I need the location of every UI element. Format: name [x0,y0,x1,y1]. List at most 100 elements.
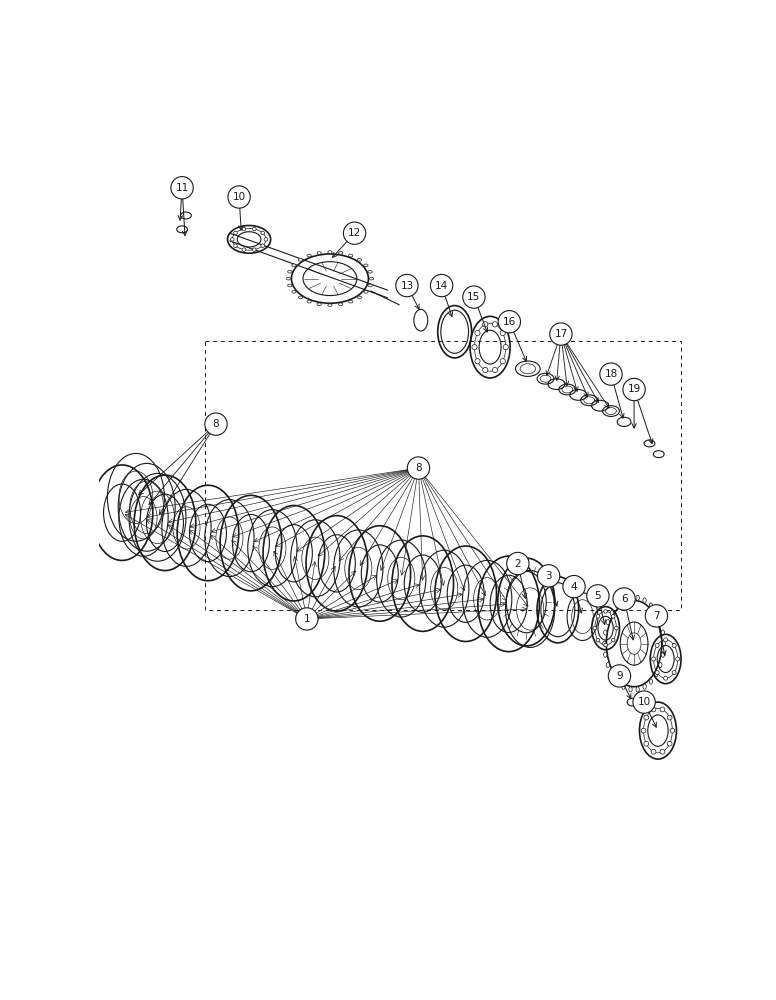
Circle shape [604,610,608,613]
Ellipse shape [661,630,664,635]
Text: 3: 3 [546,571,552,581]
Circle shape [651,749,656,754]
Ellipse shape [348,300,353,303]
Text: 8: 8 [213,419,220,429]
Text: 4: 4 [570,582,577,592]
Ellipse shape [615,679,619,684]
Ellipse shape [659,662,662,668]
Circle shape [500,330,505,336]
Ellipse shape [655,610,658,616]
Circle shape [633,691,655,713]
Circle shape [613,588,636,610]
Text: 11: 11 [175,183,189,193]
Circle shape [492,367,497,373]
Circle shape [507,552,529,575]
Circle shape [230,238,234,241]
Ellipse shape [606,620,609,625]
Ellipse shape [357,258,362,261]
Ellipse shape [317,252,321,254]
Text: 2: 2 [514,559,521,569]
Ellipse shape [622,684,625,689]
Ellipse shape [338,303,343,306]
Circle shape [503,345,508,350]
Circle shape [344,222,365,244]
Text: 19: 19 [628,384,641,394]
Circle shape [655,671,659,675]
Circle shape [483,322,488,327]
Ellipse shape [610,672,614,677]
Ellipse shape [357,296,362,299]
Circle shape [611,615,615,618]
Circle shape [646,605,667,627]
Ellipse shape [622,598,625,603]
Circle shape [644,741,649,746]
Circle shape [205,413,227,435]
Ellipse shape [629,687,632,692]
Circle shape [261,244,265,248]
Circle shape [264,238,268,241]
Circle shape [660,749,665,754]
Ellipse shape [661,652,664,657]
Text: 9: 9 [616,671,623,681]
Circle shape [611,638,615,642]
Circle shape [667,741,672,746]
Ellipse shape [603,641,606,646]
Ellipse shape [636,687,639,692]
Ellipse shape [307,254,311,257]
Circle shape [234,231,237,235]
Circle shape [670,728,675,733]
Circle shape [234,244,237,248]
Ellipse shape [643,598,646,603]
Circle shape [604,643,608,647]
Ellipse shape [662,641,665,646]
Circle shape [549,323,572,345]
Ellipse shape [659,620,662,625]
Circle shape [475,330,480,336]
Circle shape [261,231,265,235]
Circle shape [171,177,193,199]
Circle shape [563,575,585,598]
Circle shape [396,274,418,297]
Ellipse shape [650,603,653,608]
Text: 13: 13 [400,281,414,291]
Text: 14: 14 [435,281,449,291]
Circle shape [538,565,559,587]
Ellipse shape [604,630,607,635]
Ellipse shape [327,304,332,307]
Text: 8: 8 [415,463,422,473]
Circle shape [587,585,609,607]
Ellipse shape [307,300,311,303]
Circle shape [252,248,256,251]
Text: 10: 10 [233,192,246,202]
Text: 10: 10 [638,697,650,707]
Circle shape [608,665,631,687]
Ellipse shape [288,270,292,273]
Circle shape [407,457,430,479]
Ellipse shape [299,258,303,261]
Circle shape [252,227,256,231]
Circle shape [596,615,600,618]
Ellipse shape [292,264,296,267]
Text: 5: 5 [594,591,601,601]
Ellipse shape [338,252,343,254]
Text: 1: 1 [303,614,310,624]
Circle shape [296,608,318,630]
Circle shape [498,311,521,333]
Ellipse shape [643,684,646,689]
Ellipse shape [317,303,321,306]
Circle shape [472,345,477,350]
Ellipse shape [610,610,614,616]
Circle shape [623,378,646,401]
Ellipse shape [650,679,653,684]
Ellipse shape [629,595,632,600]
Circle shape [492,322,497,327]
Ellipse shape [604,652,607,657]
Ellipse shape [364,264,368,267]
Ellipse shape [286,277,290,280]
Text: 7: 7 [653,611,660,621]
Ellipse shape [288,284,292,287]
Text: 17: 17 [554,329,567,339]
Circle shape [483,367,488,373]
Circle shape [500,359,505,364]
Circle shape [475,359,480,364]
